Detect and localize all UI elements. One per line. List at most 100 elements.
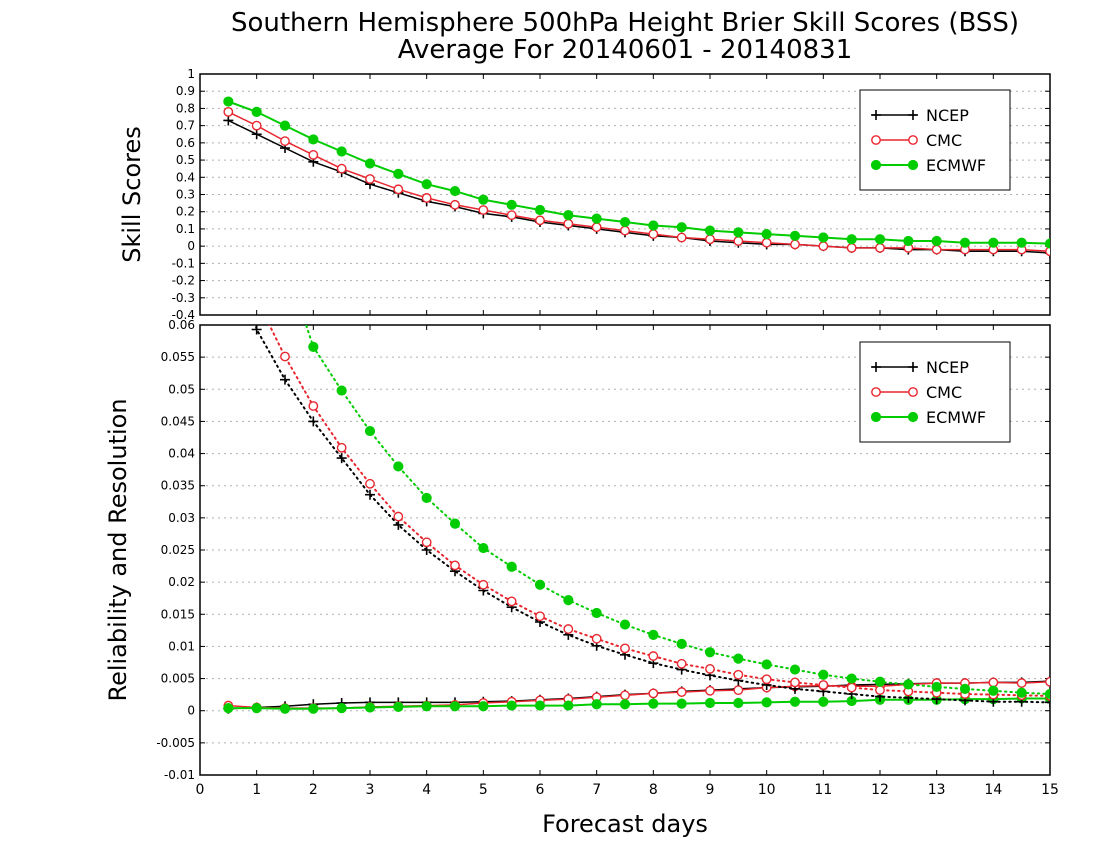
top-point-cmc [365,174,375,184]
top-point-ecmwf [279,120,291,131]
bottom-point-cmc [280,351,290,362]
x-tick-label: 13 [928,782,946,798]
bottom-point-ncep [365,489,375,500]
top-point-ecmwf [364,158,376,169]
top-point-ecmwf [619,216,631,228]
top-ytick-label: 0.8 [176,101,195,115]
bottom-ytick-label: 0.03 [168,511,195,525]
top-legend-label-ecmwf: ECMWF [926,156,986,175]
top-ytick-label: 0.4 [176,170,195,184]
chart-panels: -0.4 -0.3 -0.2 -0.1 0 0.1 0.2 0.3 0.4 0.5 0.6 0.7 0.… [104,67,1059,798]
bottom-point-ecmwf [506,700,517,711]
top-legend-marker-cmc [871,135,881,145]
bottom-point-cmc [875,685,885,696]
bottom-point-ecmwf [733,697,744,709]
top-point-ecmwf [336,146,347,157]
top-point-cmc [761,237,772,248]
bottom-point-ecmwf [251,703,262,714]
bottom-point-ecmwf [846,673,857,684]
top-point-ecmwf [223,96,234,107]
top-point-cmc [336,163,347,174]
top-point-cmc [506,210,517,221]
x-tick-label: 6 [536,782,545,798]
top-ytick-label: 0.1 [176,222,195,236]
bottom-point-ecmwf [818,669,829,680]
top-legend-marker-ecmwf [907,159,919,171]
bottom-point-ncep [308,416,319,427]
bottom-point-ecmwf [704,647,716,658]
bottom-ytick-label: 0.055 [161,350,195,364]
bottom-point-cmc [393,511,404,522]
bottom-ytick-label: 0.025 [161,543,195,557]
top-point-cmc [846,242,857,253]
top-point-cmc [790,239,800,250]
top-ytick-label: 0.3 [176,188,195,202]
bottom-ytick-label: -0.005 [156,736,195,750]
bottom-legend-marker-ncep [908,362,918,372]
bottom-point-ecmwf [704,697,716,709]
bottom-ytick-label: 0.005 [161,672,195,686]
x-tick-label: 15 [1041,782,1059,798]
bottom-point-cmc [1045,676,1050,687]
top-series-group [223,96,1050,259]
top-ytick-label: -0.3 [172,291,195,305]
bottom-point-cmc [563,624,574,634]
bottom-ytick-label: 0.015 [161,607,195,621]
top-legend-label-ncep: NCEP [926,106,969,125]
bottom-point-cmc [648,688,659,699]
bottom-point-ecmwf [421,701,432,712]
top-point-cmc [421,193,432,203]
top-point-ecmwf [846,234,857,245]
top-frame [199,73,1051,316]
x-tick-label: 14 [984,782,1002,798]
bottom-point-ecmwf [591,699,602,710]
top-point-cmc [563,218,574,229]
bottom-legend-label-cmc: CMC [926,383,962,402]
x-tick-label: 8 [649,782,658,798]
top-point-cmc [733,236,744,246]
bottom-point-ecmwf [818,696,829,707]
bottom-point-ecmwf [1044,688,1050,700]
bottom-frame [199,324,1051,776]
bottom-point-ecmwf [619,699,631,710]
bottom-series-group [223,325,1050,714]
bottom-point-ncep [393,519,404,530]
bottom-point-ncep [251,325,262,335]
bottom-point-cmc [421,537,432,548]
bottom-point-ecmwf [903,679,914,690]
bottom-point-cmc [591,633,602,644]
x-tick-label: 4 [422,782,431,798]
bottom-point-cmc [705,664,715,674]
bottom-y-axis-label: Reliability and Resolution [104,398,132,701]
bottom-point-cmc [450,560,460,571]
top-ytick-label: 1 [187,67,195,81]
top-point-ecmwf [506,199,517,210]
top-point-cmc [875,242,885,253]
top-point-ecmwf [704,225,716,236]
x-tick-label: 3 [366,782,375,798]
top-point-cmc [478,205,489,215]
top-point-cmc [308,150,319,160]
bottom-point-ecmwf [364,702,376,713]
top-point-ecmwf [761,228,772,240]
bottom-point-cmc [676,687,687,697]
top-point-cmc [280,136,290,147]
bottom-point-ecmwf [988,685,999,696]
bottom-point-ecmwf [336,703,347,714]
bottom-point-cmc [506,596,517,607]
top-point-cmc [818,241,829,252]
bottom-point-ncep [280,374,290,385]
bottom-ytick-label: -0.01 [164,768,195,782]
top-point-ecmwf [1044,238,1050,249]
bottom-point-cmc [478,579,489,590]
top-point-cmc [535,215,545,226]
top-point-cmc [393,184,404,195]
chart-title-line1: Southern Hemisphere 500hPa Height Brier … [231,8,1019,38]
bottom-point-ecmwf [506,561,517,572]
top-y-axis-label: Skill Scores [118,126,146,263]
bottom-point-ecmwf [364,425,376,437]
top-legend-marker-ecmwf [870,159,882,171]
top-legend-label-cmc: CMC [926,131,962,150]
top-point-cmc [931,244,942,255]
